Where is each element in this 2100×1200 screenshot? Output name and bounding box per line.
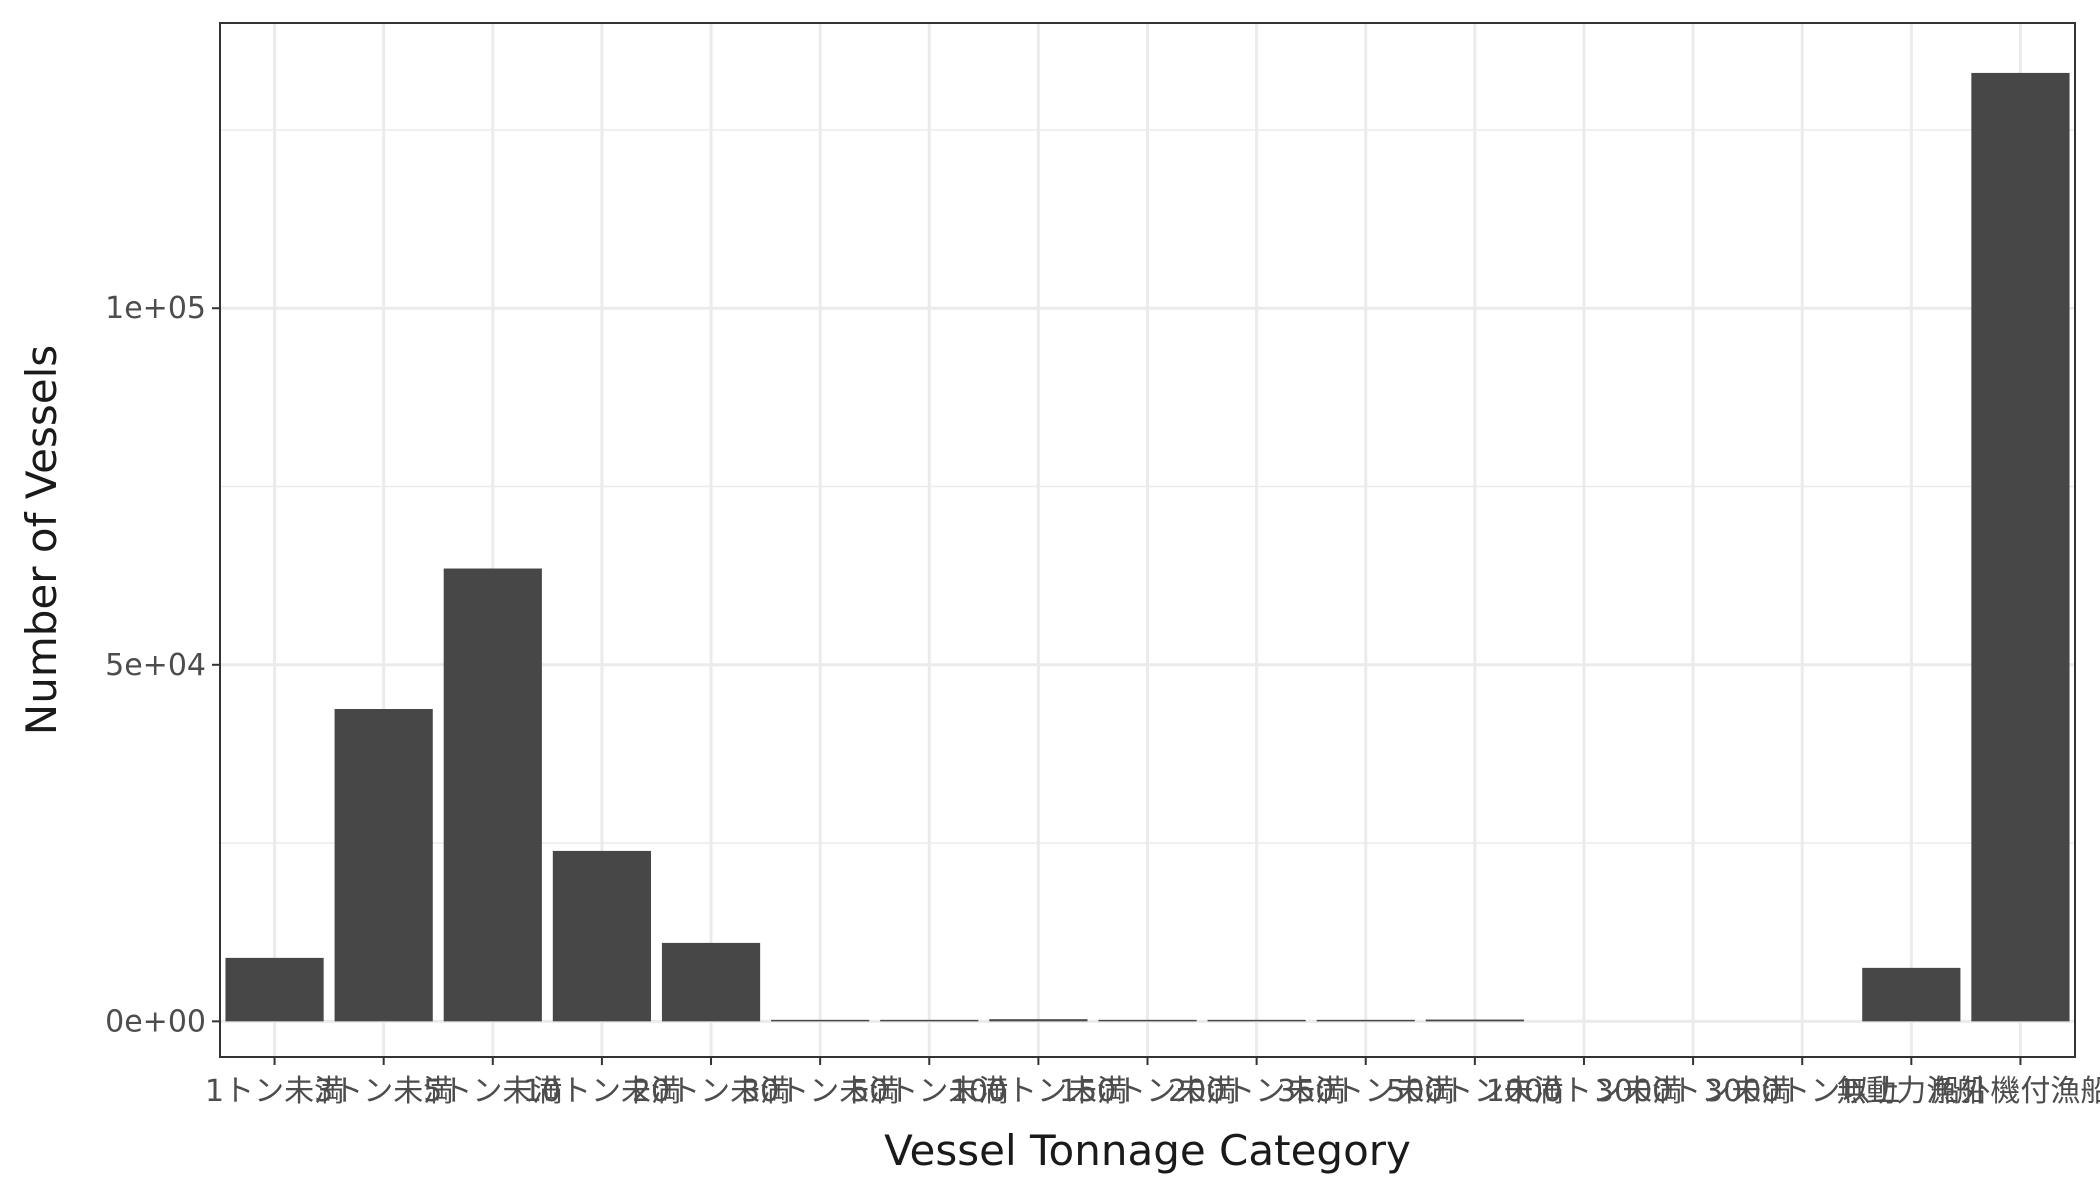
x-tick-label: 50トン未満 xyxy=(850,1074,1008,1109)
x-tick-label: 無動力漁船 xyxy=(1836,1074,1986,1109)
x-tick-label: 150トン未満 xyxy=(1059,1074,1236,1109)
bar xyxy=(1862,967,1961,1022)
y-axis-title: Number of Vessels xyxy=(17,345,66,735)
x-tick-label: 3000トン未満 xyxy=(1595,1074,1791,1109)
x-tick-label: 350トン未満 xyxy=(1277,1074,1454,1109)
bar xyxy=(1098,1019,1197,1022)
bar xyxy=(771,1019,870,1022)
bars xyxy=(225,72,2070,1022)
y-axis: 0e+00 5e+04 1e+05 xyxy=(105,291,220,1039)
bar xyxy=(989,1019,1088,1022)
x-axis: 1トン未満3トン未満5トン未満10トン未満20トン未満30トン未満50トン未満1… xyxy=(205,1057,2100,1109)
bar xyxy=(1425,1019,1524,1022)
x-tick-label: 500トン未満 xyxy=(1386,1074,1563,1109)
x-tick-label: 200トン未満 xyxy=(1168,1074,1345,1109)
x-tick-label: 1トン未満 xyxy=(205,1074,344,1109)
x-tick-label: 100トン未満 xyxy=(950,1074,1127,1109)
x-tick-label: 1000トン未満 xyxy=(1486,1074,1682,1109)
bar xyxy=(443,568,542,1022)
x-tick-label: 3トン未満 xyxy=(314,1074,453,1109)
bar xyxy=(552,850,652,1022)
y-tick-label: 5e+04 xyxy=(105,648,206,683)
x-tick-label: 3000トン以上 xyxy=(1704,1074,1900,1109)
x-tick-label: 船外機付漁船 xyxy=(1930,1074,2100,1109)
y-tick-label: 0e+00 xyxy=(105,1004,206,1039)
bar xyxy=(880,1019,979,1022)
x-tick-label: 20トン未満 xyxy=(632,1074,790,1109)
x-tick-label: 5トン未満 xyxy=(423,1074,562,1109)
x-tick-label: 10トン未満 xyxy=(523,1074,681,1109)
bar xyxy=(225,957,324,1022)
x-axis-title: Vessel Tonnage Category xyxy=(884,1126,1411,1175)
bar xyxy=(334,709,433,1022)
bar xyxy=(1971,72,2070,1022)
bar xyxy=(1207,1019,1306,1022)
bar xyxy=(661,942,761,1022)
x-tick-label: 30トン未満 xyxy=(741,1074,899,1109)
y-tick-label: 1e+05 xyxy=(105,291,206,326)
bar xyxy=(1316,1019,1415,1022)
